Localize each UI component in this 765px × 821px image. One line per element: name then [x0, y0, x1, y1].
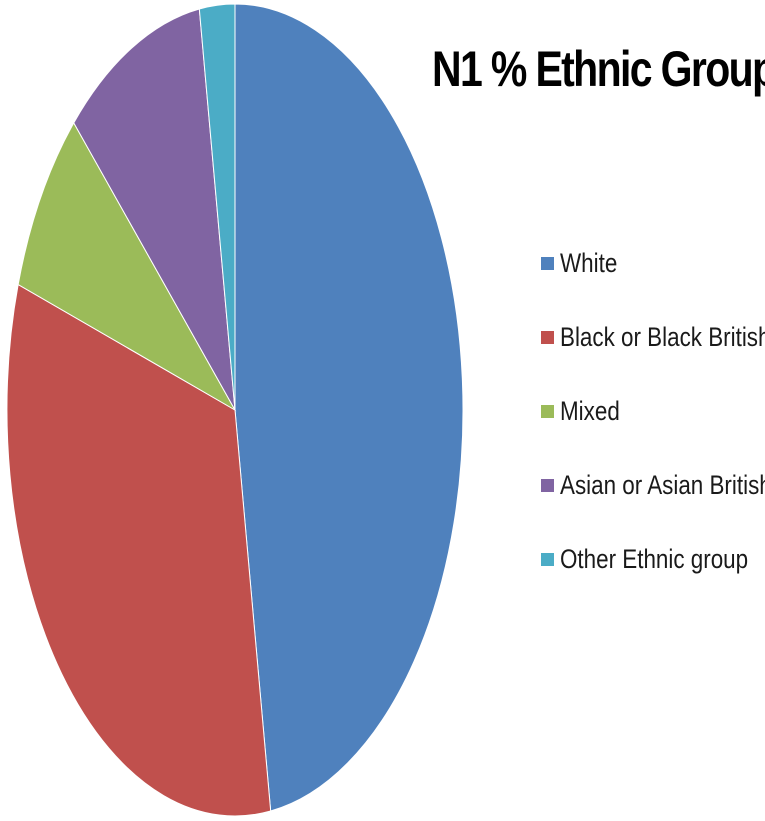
- legend-swatch: [541, 405, 554, 418]
- legend-item: Black or Black British: [541, 319, 765, 356]
- legend-swatch: [541, 553, 554, 566]
- legend-item: Other Ethnic group: [541, 541, 765, 578]
- legend-label: Mixed: [560, 396, 620, 426]
- pie-slice-white: [234, 3, 464, 812]
- legend-label: Other Ethnic group: [560, 544, 749, 574]
- chart-legend: White Black or Black British Mixed Asian or…: [541, 245, 765, 615]
- chart-title: N1 % Ethnic Group: [432, 41, 765, 97]
- legend-swatch: [541, 331, 554, 344]
- pie-slice-mixed: [17, 121, 237, 412]
- legend-swatch: [541, 257, 554, 270]
- pie-slices: [6, 3, 464, 817]
- pie-slice-asian-or-asian-british: [73, 8, 236, 411]
- legend-item: Asian or Asian British: [541, 467, 765, 504]
- legend-label: Asian or Asian British: [560, 470, 765, 500]
- pie-slice-other-ethnic-group: [198, 3, 236, 411]
- legend-swatch: [541, 479, 554, 492]
- legend-label: White: [560, 248, 618, 278]
- legend-item: White: [541, 245, 765, 282]
- legend-label: Black or Black British: [560, 322, 765, 352]
- legend-item: Mixed: [541, 393, 765, 430]
- pie-slice-black-or-black-british: [6, 283, 272, 817]
